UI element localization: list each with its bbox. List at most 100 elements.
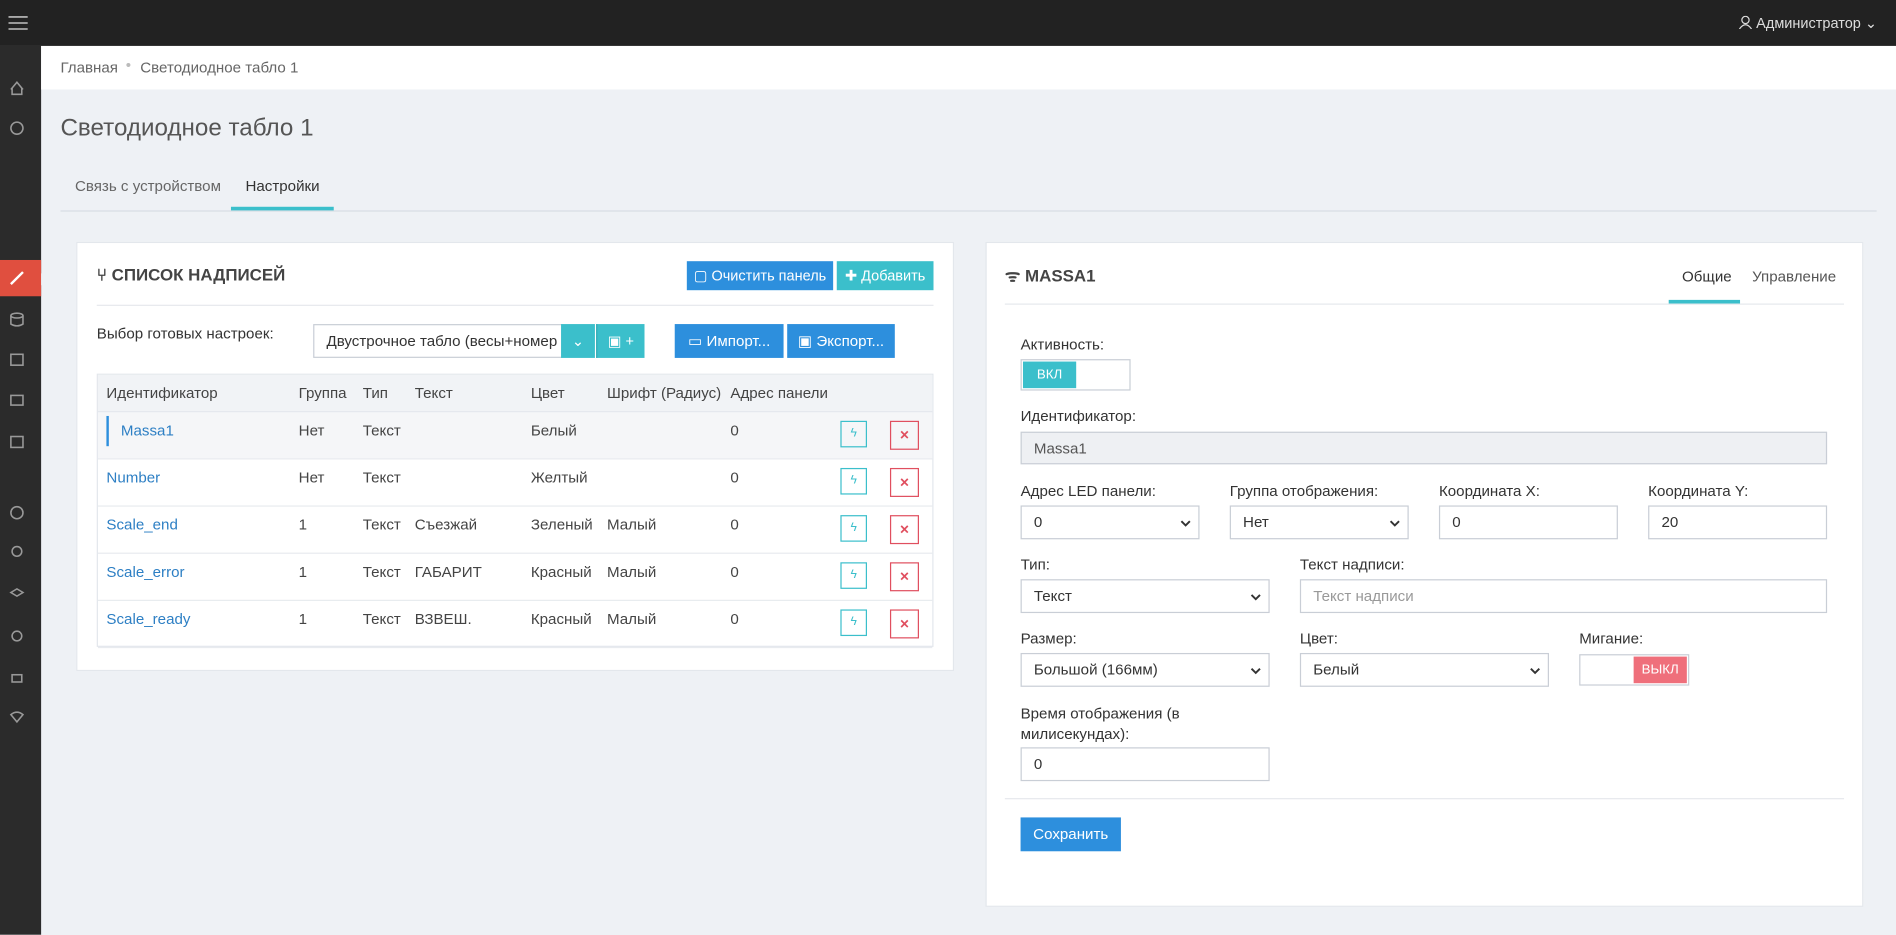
cell: Нет (298, 422, 325, 439)
export-button[interactable]: ▣ Экспорт... (787, 324, 895, 358)
text-input[interactable]: Текст надписи (1299, 579, 1828, 614)
delete-button[interactable]: × (889, 515, 919, 545)
table-row[interactable] (97, 507, 933, 554)
table-row[interactable] (97, 601, 933, 649)
breadcrumb-home[interactable]: Главная (60, 59, 118, 77)
time-input[interactable]: 0 (1020, 747, 1270, 782)
label: Активность: (1020, 336, 1105, 354)
add-button[interactable]: ✚ Добавить (836, 261, 934, 291)
cell: Малый (607, 516, 657, 534)
activate-button[interactable]: ϟ (840, 467, 867, 495)
table-row[interactable] (97, 459, 933, 507)
cell: 0 (730, 516, 739, 534)
select-chevron (1180, 520, 1191, 527)
row-identifier[interactable]: Scale_error (106, 563, 185, 581)
divider (1004, 798, 1845, 800)
y-input[interactable]: 20 (1648, 505, 1828, 540)
toggle-on: ВКЛ (1022, 361, 1077, 389)
detail-tab[interactable]: Управление (1752, 268, 1837, 286)
cell: Съезжай (414, 516, 478, 534)
preset-select[interactable]: Двустрочное табло (весы+номер (313, 324, 563, 358)
led-select[interactable]: 0 (1020, 505, 1200, 540)
preset-dropdown[interactable]: ⌄ (561, 324, 595, 358)
menu-button[interactable] (8, 15, 28, 32)
row-identifier[interactable]: Massa1 (120, 422, 174, 439)
preset-save[interactable]: ▣ + (596, 324, 645, 358)
save-button[interactable]: Сохранить (1020, 817, 1121, 852)
column-header: Текст (414, 384, 453, 402)
size-select[interactable]: Большой (166мм) (1020, 652, 1270, 687)
detail-tab-active[interactable]: Общие (1681, 268, 1732, 286)
cell: 1 (298, 610, 308, 628)
cell: 1 (298, 563, 308, 581)
preset-label: Выбор готовых настроек: (96, 325, 274, 343)
divider (1004, 303, 1845, 305)
row-marker (106, 415, 109, 447)
activate-button[interactable]: ϟ (840, 420, 867, 448)
top-bar: Администратор ⌄ (0, 0, 1896, 46)
active-toggle[interactable]: ВКЛ (1020, 359, 1131, 391)
group-select[interactable]: Нет (1229, 505, 1409, 540)
select-value: Белый (1313, 661, 1360, 679)
row-identifier[interactable]: Scale_end (106, 516, 178, 534)
activate-button[interactable]: ϟ (840, 515, 867, 542)
panel-title: ⑂ СПИСОК НАДПИСЕЙ (96, 264, 286, 285)
label: Адрес LED панели: (1020, 482, 1156, 500)
delete-button[interactable]: × (889, 467, 919, 497)
label: Размер: (1020, 629, 1077, 647)
activate-button[interactable]: ϟ (840, 562, 867, 589)
clear-button[interactable]: ▢ Очистить панель (686, 261, 834, 291)
select-chevron (1250, 594, 1261, 601)
column-header: Шрифт (Радиус) (607, 384, 722, 402)
tab[interactable]: Связь с устройством (74, 177, 221, 195)
cell: 0 (730, 422, 739, 439)
table-row[interactable] (97, 412, 933, 460)
column-header: Цвет (530, 384, 565, 402)
label: Координата Y: (1648, 482, 1749, 500)
label: Время отображения (в милисекундах): (1020, 704, 1180, 743)
divider (96, 304, 934, 306)
tab-indicator (1668, 299, 1741, 304)
blink-toggle[interactable]: ВЫКЛ (1579, 654, 1690, 686)
cell: Текст (362, 469, 401, 487)
select-value: Нет (1243, 513, 1269, 531)
tab-active[interactable]: Настройки (245, 177, 320, 195)
sidebar-icons[interactable] (0, 46, 49, 935)
color-select[interactable]: Белый (1299, 652, 1549, 687)
activate-button[interactable]: ϟ (840, 609, 867, 637)
cell: 0 (730, 610, 739, 628)
select-value: 0 (1033, 513, 1043, 531)
cell: Белый (530, 422, 577, 439)
table: Идентификатор Группа Тип Текст Цвет Шрифт (Ра… (96, 373, 934, 649)
import-button[interactable]: ▭ Импорт... (674, 324, 784, 358)
cell: Малый (607, 610, 657, 628)
column-header: Идентификатор (106, 384, 218, 402)
breadcrumb-sep: • (125, 56, 132, 74)
column-header: Адрес панели (730, 384, 828, 402)
delete-button[interactable]: × (889, 609, 919, 639)
sidebar-active (0, 259, 42, 297)
cell: ГАБАРИТ (414, 563, 482, 581)
id-input[interactable]: Massa1 (1020, 431, 1828, 465)
column-header: Тип (362, 384, 388, 402)
cell: Текст (362, 516, 401, 534)
select-chevron (1250, 668, 1261, 675)
user-name: Администратор (1756, 14, 1861, 32)
row-identifier[interactable]: Number (106, 469, 161, 487)
cell: Красный (530, 563, 592, 581)
row-identifier[interactable]: Scale_ready (106, 610, 191, 628)
toggle-off: ВЫКЛ (1633, 656, 1687, 684)
delete-button[interactable]: × (889, 562, 919, 592)
cell: Зеленый (530, 516, 593, 534)
x-input[interactable]: 0 (1438, 505, 1618, 540)
cell: Желтый (530, 469, 588, 487)
user-menu[interactable]: Администратор ⌄ (1738, 14, 1877, 32)
delete-button[interactable]: × (889, 420, 919, 450)
cell: Текст (362, 563, 401, 581)
type-select[interactable]: Текст (1020, 579, 1270, 614)
cell: ВЗВЕШ. (414, 610, 472, 628)
label: Мигание: (1579, 629, 1644, 647)
table-row[interactable] (97, 554, 933, 601)
